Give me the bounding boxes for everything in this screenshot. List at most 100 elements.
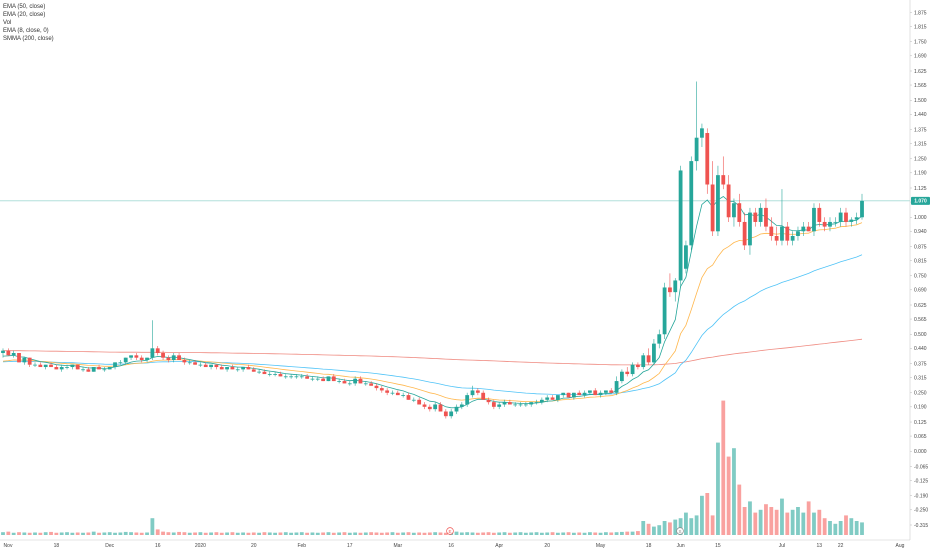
volume-bar: [427, 532, 432, 535]
volume-bar: [700, 495, 704, 535]
legend-ema20[interactable]: EMA (20, close): [3, 12, 46, 18]
y-tick-label: 1.440: [914, 112, 927, 118]
candle-body: [225, 367, 229, 370]
volume-bar: [625, 531, 630, 535]
volume-bar: [790, 509, 795, 535]
volume-bar: [796, 507, 800, 535]
volume-bar: [38, 532, 43, 535]
legend-ema8[interactable]: EMA (8, close, 0): [3, 28, 49, 34]
candle-body: [716, 175, 720, 232]
ema8-line: [2, 196, 863, 409]
volume-bar: [129, 532, 133, 535]
candle-body: [481, 392, 486, 400]
volume-bar: [113, 532, 117, 535]
candle-body: [443, 411, 448, 417]
volume-bar: [769, 507, 774, 535]
volume-bar: [241, 532, 245, 535]
candle-body: [502, 402, 507, 405]
event-marker[interactable]: [446, 527, 454, 535]
y-axis[interactable]: 1.875 1.815 1.750 1.690 1.625 1.565 1.500 1.440…: [910, 10, 928, 529]
candle-body: [262, 371, 267, 375]
volume-bar: [641, 521, 646, 535]
volume-bars: [1, 400, 864, 535]
volume-bar: [732, 448, 736, 535]
legend-vol[interactable]: Vol: [3, 20, 12, 26]
candle-body: [235, 369, 240, 371]
volume-bar: [678, 518, 683, 535]
legend-smma200[interactable]: SMMA (200, close): [3, 36, 54, 42]
candle-body: [283, 376, 288, 378]
candle-body: [1, 350, 5, 353]
candle-body: [337, 381, 342, 382]
y-tick-label: 1.000: [914, 215, 927, 221]
volume-bar: [49, 531, 53, 535]
volume-bar: [145, 532, 149, 535]
candle-body: [748, 212, 752, 246]
x-tick-label: May: [596, 543, 606, 549]
volume-bar: [123, 531, 128, 535]
candle-body: [550, 397, 555, 400]
y-tick-label: 0.750: [914, 274, 927, 280]
volume-bar: [43, 532, 48, 535]
smma200-line: [3, 338, 863, 366]
candle-body: [710, 184, 715, 232]
volume-bar: [694, 515, 699, 535]
candle-body: [123, 357, 128, 363]
volume-bar: [604, 532, 608, 535]
candle-body: [43, 364, 48, 368]
candle-body: [214, 364, 219, 368]
candle-body: [817, 207, 822, 222]
candle-body: [310, 378, 315, 380]
candle-body: [59, 367, 64, 370]
volume-bar: [684, 512, 688, 535]
volume-bar: [748, 501, 752, 535]
volume-bar: [59, 532, 64, 535]
volume-bar: [54, 532, 59, 535]
volume-bar: [283, 532, 288, 535]
volume-bar: [475, 532, 480, 535]
candle-body: [102, 369, 107, 371]
volume-bar: [22, 532, 27, 535]
x-tick-label: 13: [817, 543, 823, 549]
candle-body: [177, 355, 181, 361]
candle-body: [315, 378, 320, 380]
candle-body: [507, 402, 512, 405]
candle-body: [326, 376, 331, 382]
y-tick-label: 0.875: [914, 244, 927, 250]
candle-body: [833, 221, 838, 223]
volume-bar: [470, 532, 475, 535]
x-tick-label: Jun: [677, 543, 685, 549]
candle-body: [385, 390, 390, 393]
candle-body: [86, 369, 91, 372]
candle-body: [620, 371, 624, 382]
x-tick-label: 18: [646, 543, 652, 549]
candle-body: [401, 395, 406, 396]
volume-bar: [235, 532, 240, 535]
candle-body: [790, 235, 795, 241]
candle-body: [587, 390, 592, 393]
volume-bar: [379, 532, 384, 535]
volume-bar: [219, 532, 224, 535]
volume-bar: [86, 532, 91, 535]
event-marker[interactable]: [676, 527, 684, 535]
candle-body: [321, 378, 326, 382]
x-tick-label: Dec: [105, 543, 114, 549]
candle-body: [305, 376, 310, 379]
candle-body: [38, 364, 43, 368]
event-marker-label: S: [678, 529, 681, 534]
volume-bar: [609, 532, 614, 535]
volume-bar: [65, 532, 69, 535]
candle-body: [668, 287, 672, 293]
x-axis[interactable]: Nov 18 Dec 16 2020 20 Feb 17 Mar 16 Apr 20 May 18 Jun 1…: [4, 543, 905, 549]
x-tick-label: 2020: [195, 543, 206, 549]
y-tick-label: 1.625: [914, 69, 927, 75]
candle-body: [705, 133, 710, 185]
legend-ema50[interactable]: EMA (50, close): [3, 4, 46, 10]
volume-bar: [33, 532, 37, 535]
candle-body: [193, 362, 197, 365]
event-marker-label: E: [448, 529, 451, 534]
volume-bar: [166, 532, 171, 535]
y-tick-label: 0.690: [914, 288, 927, 294]
